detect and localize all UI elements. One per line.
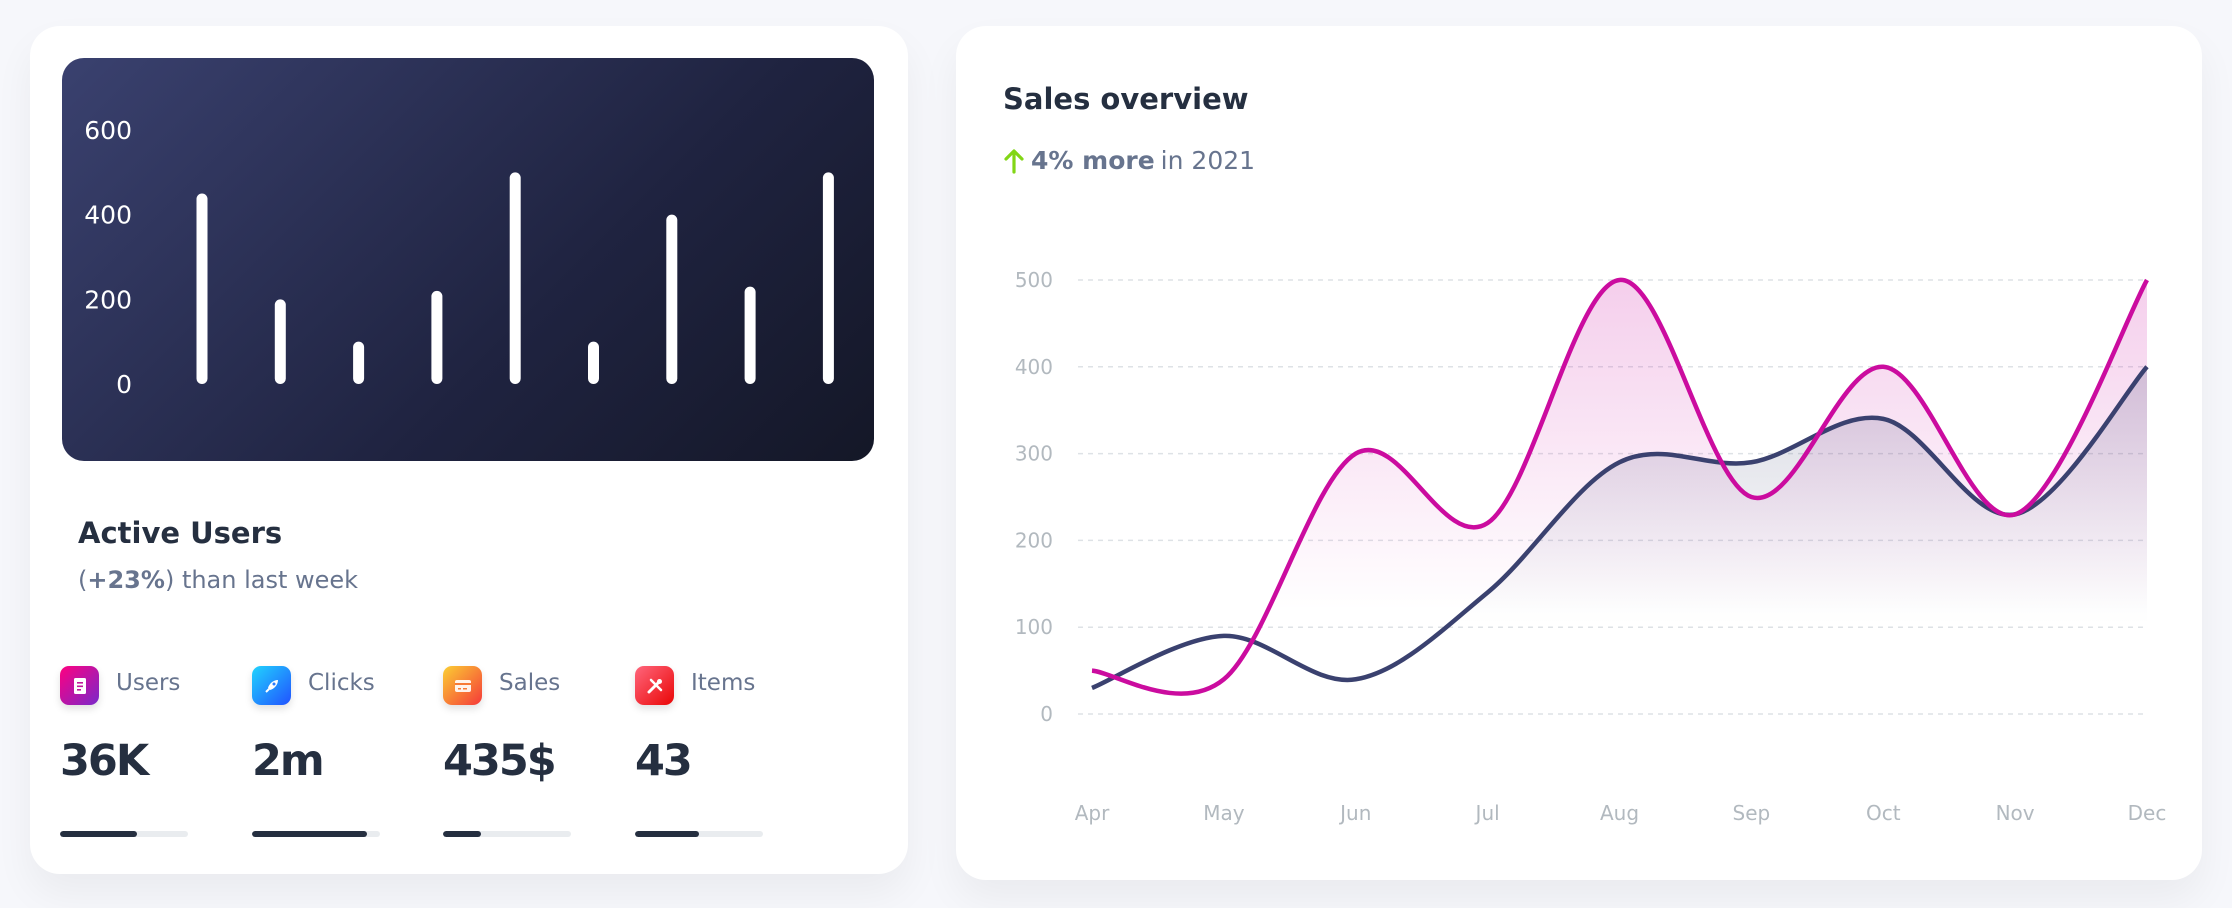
rocket-icon <box>252 666 291 705</box>
active-users-subtitle-suffix: than last week <box>181 566 359 594</box>
sales-line-chart: 0 100 200 300 400 500 Apr May Jun Jul Aug Sep Oct Nov… <box>1015 268 2167 825</box>
arrow-up-icon <box>1004 148 1024 174</box>
stat-progress-fill <box>635 831 699 837</box>
stat-progress-bar <box>635 831 763 837</box>
stat-progress-fill <box>443 831 482 837</box>
bar-chart-svg: 0 200 400 600 <box>84 116 834 399</box>
bar <box>666 214 678 384</box>
sales-overview-subtitle: 4% more in 2021 <box>1003 146 1255 175</box>
stat-label: Items <box>691 670 756 696</box>
x-tick-label: May <box>1203 801 1245 825</box>
x-tick-label: Jun <box>1338 801 1371 825</box>
sales-overview-title: Sales overview <box>1003 82 1249 116</box>
series-line <box>1091 365 2149 691</box>
sales-period: in 2021 <box>1160 146 1256 175</box>
stat-value: 435$ <box>443 736 557 786</box>
x-tick-label: Sep <box>1733 801 1771 825</box>
y-tick-label: 300 <box>1015 442 1053 466</box>
sales-overview-card: Sales overview 4% more in 2021 0 100 200 30… <box>956 26 2202 880</box>
sales-change: 4% more <box>1031 146 1155 175</box>
x-tick-label: Oct <box>1866 801 1901 825</box>
bar <box>274 299 286 384</box>
x-tick-label: Aug <box>1600 801 1639 825</box>
document-icon <box>60 666 99 705</box>
stat-value: 43 <box>635 736 693 786</box>
y-tick-label: 500 <box>1015 268 1053 292</box>
active-users-subtitle: (+23%) than last week <box>78 566 359 594</box>
y-tick-label: 100 <box>1015 615 1053 639</box>
y-tick-label: 0 <box>1040 702 1053 726</box>
bar-y-tick-label: 400 <box>84 201 132 230</box>
bar <box>588 341 599 384</box>
stat-progress-bar <box>60 831 188 837</box>
bar-y-tick-label: 600 <box>84 116 132 145</box>
bar <box>509 172 521 384</box>
credit-card-icon <box>443 666 482 705</box>
series-line <box>1091 277 2149 696</box>
bar <box>822 172 834 384</box>
active-users-card: 0 200 400 600 Active Users (+23%) than last… <box>30 26 908 874</box>
tools-icon <box>635 666 674 705</box>
x-tick-label: Dec <box>2128 801 2167 825</box>
stat-progress-bar <box>443 831 571 837</box>
bar <box>196 193 208 384</box>
bar <box>353 341 365 384</box>
bar-y-tick-label: 0 <box>116 370 132 399</box>
x-tick-label: Apr <box>1075 801 1110 825</box>
y-tick-label: 400 <box>1015 355 1053 379</box>
stat-progress-fill <box>60 831 137 837</box>
active-users-bar-chart: 0 200 400 600 <box>62 58 874 461</box>
y-tick-label: 200 <box>1015 528 1053 552</box>
stat-label: Sales <box>499 670 561 696</box>
x-tick-label: Nov <box>1996 801 2035 825</box>
bar <box>744 286 756 384</box>
active-users-change: +23% <box>87 566 165 594</box>
stat-label: Users <box>116 670 181 696</box>
x-tick-label: Jul <box>1474 801 1500 825</box>
stat-label: Clicks <box>308 670 375 696</box>
active-users-title: Active Users <box>78 516 283 550</box>
stat-value: 36K <box>60 736 149 786</box>
series-area <box>1092 366 2147 688</box>
stat-progress-fill <box>252 831 368 837</box>
bar <box>431 290 443 384</box>
bar-y-tick-label: 200 <box>84 285 132 314</box>
stat-value: 2m <box>252 736 325 786</box>
stat-progress-bar <box>252 831 380 837</box>
